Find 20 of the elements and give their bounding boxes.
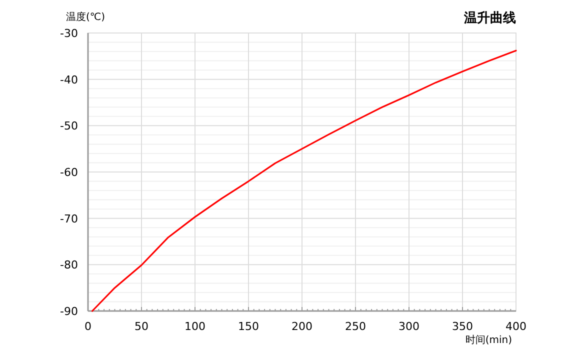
x-tick-label: 200 (292, 320, 312, 333)
y-tick-label: -30 (60, 27, 78, 40)
x-tick-label: 400 (506, 320, 526, 333)
x-tick-label: 100 (184, 320, 206, 333)
y-tick-label: -60 (60, 166, 78, 179)
x-tick-label: 0 (84, 320, 92, 333)
y-tick-label: -50 (60, 120, 78, 133)
x-tick-label: 300 (398, 320, 420, 333)
line-series (91, 50, 517, 312)
x-tick-label: 250 (345, 320, 366, 333)
x-tick-label: 50 (134, 320, 148, 333)
y-tick-label: -90 (60, 305, 78, 318)
y-axis-title: 温度(℃) (66, 11, 106, 23)
x-tick-label: 350 (452, 320, 473, 333)
y-tick-label: -80 (60, 258, 78, 272)
chart-title: 温升曲线 (463, 10, 516, 26)
y-tick-label: -40 (60, 73, 78, 86)
y-tick-label: -70 (60, 212, 78, 226)
x-axis-title: 时间(min) (465, 334, 512, 346)
x-tick-label: 150 (238, 320, 259, 333)
